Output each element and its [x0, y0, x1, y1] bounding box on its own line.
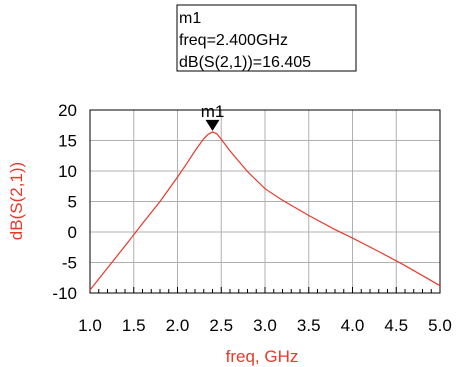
x-tick-label: 3.0 [253, 316, 277, 335]
x-tick-label: 1.0 [78, 316, 102, 335]
x-tick-labels: 1.0 1.5 2.0 2.5 3.0 3.5 4.0 4.5 5.0 [78, 316, 452, 335]
y-tick-label: 20 [58, 101, 77, 120]
y-tick-label: -5 [62, 254, 77, 273]
marker-readout-box: m1 freq=2.400GHz dB(S(2,1))=16.405 [176, 4, 357, 72]
x-tick-label: 5.0 [428, 316, 452, 335]
marker-readout-freq: freq=2.400GHz [179, 32, 288, 49]
y-tick-label: 0 [68, 223, 77, 242]
y-axis-label: dB(S(2,1)) [7, 162, 26, 240]
x-tick-label: 2.5 [209, 316, 233, 335]
y-tick-label: -10 [52, 284, 77, 303]
x-tick-label: 4.5 [384, 316, 408, 335]
y-tick-label: 15 [58, 132, 77, 151]
marker-triangle[interactable] [205, 119, 220, 131]
x-tick-label: 1.5 [122, 316, 146, 335]
marker-readout-name: m1 [179, 10, 201, 27]
y-tick-labels: 20 15 10 5 0 -5 -10 [52, 101, 77, 303]
minor-ticks [98, 287, 432, 293]
x-tick-label: 2.0 [166, 316, 190, 335]
marker-layer: m1 [201, 102, 225, 131]
marker-readout-value: dB(S(2,1))=16.405 [179, 54, 311, 71]
x-tick-label: 3.5 [297, 316, 321, 335]
x-tick-label: 4.0 [341, 316, 365, 335]
y-tick-label: 10 [58, 162, 77, 181]
trace-layer [89, 131, 441, 291]
grid-lines [90, 110, 440, 293]
marker-label: m1 [201, 102, 225, 121]
x-axis-label: freq, GHz [226, 347, 299, 366]
series-line [89, 131, 441, 291]
y-tick-label: 5 [68, 193, 77, 212]
marker-readout-frame [176, 4, 357, 72]
plot-frame [89, 109, 441, 294]
